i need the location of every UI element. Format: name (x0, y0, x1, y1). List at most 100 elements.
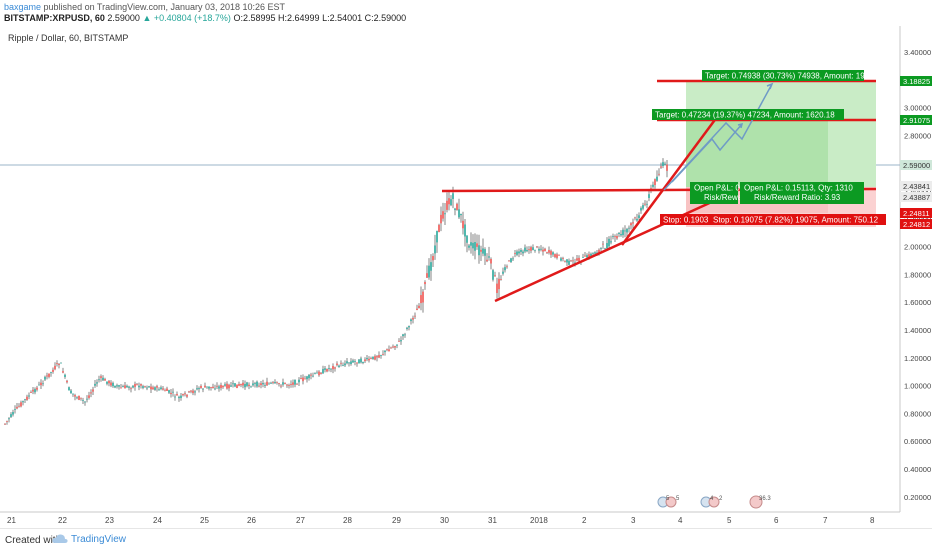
candle-body (578, 257, 580, 262)
candle-body (624, 230, 626, 232)
candle-body (336, 363, 338, 366)
candle-body (518, 251, 520, 254)
candle-body (12, 412, 14, 415)
candle-body (220, 384, 222, 389)
date-tick-label: 4 (678, 516, 683, 525)
candle-body (564, 260, 566, 262)
candle-body (386, 349, 388, 351)
candle-body (598, 249, 600, 253)
candle-body (430, 262, 432, 271)
candle-body (60, 362, 62, 364)
brand-name: TradingView (71, 533, 127, 545)
candle-body (460, 213, 462, 216)
candle-body (148, 386, 150, 388)
candle-body (50, 372, 52, 373)
candle-body (82, 400, 84, 401)
flag-eu-icon[interactable] (665, 496, 677, 508)
candle-body (276, 381, 278, 383)
candle-body (428, 265, 430, 278)
date-tick-label: 25 (200, 516, 209, 525)
candle-body (248, 384, 250, 387)
tag-target-upper-text: 3.18825 (903, 77, 930, 86)
candle-body (8, 418, 10, 420)
candle-body (292, 382, 294, 385)
footer: Created with TradingView (0, 528, 932, 551)
candle-body (652, 184, 654, 187)
support-trendline[interactable] (494, 188, 739, 303)
candle-body (168, 390, 170, 393)
pnl-left-line2: Risk/Reward (704, 193, 749, 202)
candle-body (254, 383, 256, 384)
last-price: 2.59000 (107, 13, 140, 23)
candle-body (388, 349, 390, 352)
candle-body (570, 260, 572, 262)
candle-body (622, 229, 624, 236)
candle-body (616, 235, 618, 239)
date-tick-label: 8 (870, 516, 875, 525)
stop-box-left (660, 214, 712, 225)
date-tick-label: 27 (296, 516, 305, 525)
candle-body (540, 248, 542, 250)
candle-body (654, 179, 656, 186)
candle-body (548, 250, 550, 253)
candle-body (400, 340, 402, 342)
author-link[interactable]: baxgame (4, 2, 42, 12)
candle-body (226, 383, 228, 389)
candle-body (84, 401, 86, 403)
candle-body (510, 258, 512, 263)
candle-body (618, 232, 620, 234)
candle-body (308, 374, 310, 379)
candle-body (414, 315, 416, 317)
event-count-3: 4 (710, 496, 714, 502)
candle-body (470, 242, 472, 246)
candle-body (554, 254, 556, 258)
event-markers[interactable]: 5 5 4 2 36.3 (657, 495, 771, 509)
chart-title: Ripple / Dollar, 60, BITSTAMP (8, 33, 129, 43)
candle-body (132, 385, 134, 388)
time-axis[interactable]: 21 22 23 24 25 26 27 28 29 30 31 2018 2 3 4 5 6 7 8 (7, 516, 875, 525)
flag-eu-icon[interactable] (708, 496, 720, 508)
candle-body (558, 254, 560, 256)
candle-body (450, 199, 452, 206)
tag-entry-1-text: 2.43841 (903, 182, 930, 191)
candle-body (378, 355, 380, 358)
candle-body (204, 385, 206, 388)
candle-body (562, 257, 564, 259)
candle-body (282, 382, 284, 385)
candle-body (134, 383, 136, 387)
candle-body (552, 252, 554, 255)
candle-body (440, 214, 442, 224)
candle-body (490, 258, 492, 264)
candle-body (278, 383, 280, 385)
candle-body (52, 369, 54, 372)
high-value: H:2.64999 (278, 13, 320, 23)
candle-body (224, 384, 226, 386)
candle-body (234, 383, 236, 387)
price-chart[interactable]: Target: 0.74938 (30.73%) 74938, Amount: … (0, 26, 932, 526)
candle-body (138, 385, 140, 388)
projection-arrow-lower (671, 123, 743, 183)
price-tick-label: 0.60000 (904, 437, 931, 446)
candle-body (486, 259, 488, 262)
close-value: C:2.59000 (364, 13, 407, 23)
tradingview-logo[interactable]: TradingView (52, 533, 126, 545)
candle-body (628, 227, 630, 229)
candle-body (600, 247, 602, 249)
price-tick-label: 1.80000 (904, 270, 931, 279)
candle-body (114, 385, 116, 388)
breakout-trendline[interactable] (620, 112, 722, 246)
candle-body (298, 379, 300, 383)
candle-body (176, 393, 178, 396)
candle-body (128, 386, 130, 388)
candle-body (158, 389, 160, 391)
target-box-lower (652, 109, 844, 120)
candle-body (274, 382, 276, 384)
tag-stop-1 (900, 208, 932, 218)
candle-body (28, 395, 30, 397)
flag-us-icon[interactable] (749, 495, 763, 509)
candle-body (406, 327, 408, 329)
date-tick-label: 2018 (530, 516, 548, 525)
candle-body (602, 243, 604, 245)
candle-body (48, 373, 50, 377)
candle-body (640, 208, 642, 211)
